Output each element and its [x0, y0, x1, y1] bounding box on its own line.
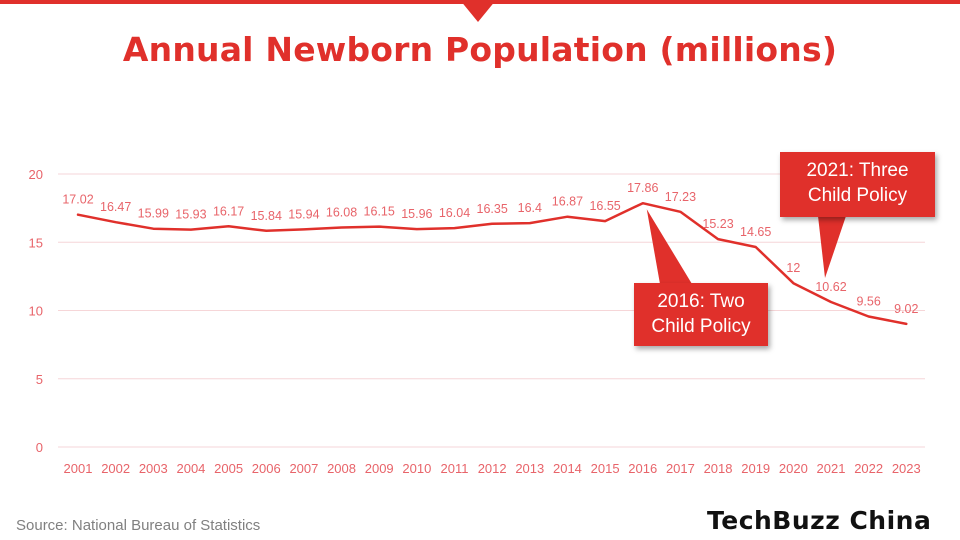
annotation-pointer — [818, 216, 846, 279]
annotation-pointer — [646, 209, 692, 284]
x-tick-label: 2010 — [402, 461, 431, 476]
x-tick-label: 2019 — [741, 461, 770, 476]
y-tick-label: 5 — [36, 372, 43, 387]
x-tick-label: 2016 — [628, 461, 657, 476]
annotation-three-child-policy: 2021: Three Child Policy — [780, 152, 935, 217]
data-label: 16.35 — [477, 202, 508, 216]
y-tick-label: 0 — [36, 440, 43, 455]
x-tick-label: 2022 — [854, 461, 883, 476]
x-tick-label: 2004 — [176, 461, 205, 476]
annotation-two-child-policy: 2016: Two Child Policy — [634, 283, 768, 346]
data-label: 16.04 — [439, 206, 470, 220]
x-tick-label: 2008 — [327, 461, 356, 476]
annotation-line: 2021: Three — [806, 160, 909, 181]
x-tick-label: 2002 — [101, 461, 130, 476]
x-tick-label: 2006 — [252, 461, 281, 476]
annotation-line: Child Policy — [651, 316, 751, 337]
top-accent-notch — [460, 0, 496, 22]
y-tick-label: 10 — [29, 304, 43, 319]
brand-logo: TechBuzz China — [707, 506, 932, 535]
x-tick-label: 2017 — [666, 461, 695, 476]
x-tick-label: 2007 — [289, 461, 318, 476]
x-tick-label: 2023 — [892, 461, 921, 476]
x-tick-label: 2018 — [704, 461, 733, 476]
x-tick-label: 2009 — [365, 461, 394, 476]
data-label: 10.62 — [815, 280, 846, 294]
x-tick-label: 2020 — [779, 461, 808, 476]
y-tick-label: 20 — [29, 167, 43, 182]
annotation-line: Child Policy — [807, 185, 908, 206]
data-label: 15.94 — [288, 207, 319, 221]
data-label: 17.86 — [627, 181, 658, 195]
data-label: 16.08 — [326, 206, 357, 220]
data-label: 15.96 — [401, 207, 432, 221]
data-label: 15.93 — [175, 208, 206, 222]
x-tick-label: 2012 — [478, 461, 507, 476]
data-label: 16.4 — [518, 201, 542, 215]
x-tick-label: 2005 — [214, 461, 243, 476]
x-tick-label: 2011 — [441, 461, 469, 476]
x-tick-label: 2013 — [515, 461, 544, 476]
series-line — [76, 201, 908, 326]
annotation-line: 2016: Two — [657, 291, 745, 312]
source-note: Source: National Bureau of Statistics — [16, 517, 261, 534]
data-label: 14.65 — [740, 225, 771, 239]
data-label: 12 — [786, 261, 800, 275]
data-label: 16.17 — [213, 204, 244, 218]
data-label: 17.23 — [665, 190, 696, 204]
data-label: 9.02 — [894, 302, 918, 316]
data-label: 9.56 — [856, 295, 880, 309]
x-tick-label: 2015 — [591, 461, 620, 476]
x-tick-label: 2014 — [553, 461, 582, 476]
data-label: 15.99 — [138, 207, 169, 221]
x-tick-label: 2021 — [817, 461, 846, 476]
x-tick-label: 2001 — [64, 461, 93, 476]
data-label: 16.55 — [589, 199, 620, 213]
x-tick-label: 2003 — [139, 461, 168, 476]
data-label: 16.47 — [100, 200, 131, 214]
y-tick-label: 15 — [29, 235, 43, 250]
data-label: 16.15 — [364, 205, 395, 219]
data-label: 15.84 — [251, 209, 282, 223]
data-label: 17.02 — [62, 193, 93, 207]
data-label: 15.23 — [702, 217, 733, 231]
data-label: 16.87 — [552, 195, 583, 209]
chart-title: Annual Newborn Population (millions) — [122, 30, 838, 69]
